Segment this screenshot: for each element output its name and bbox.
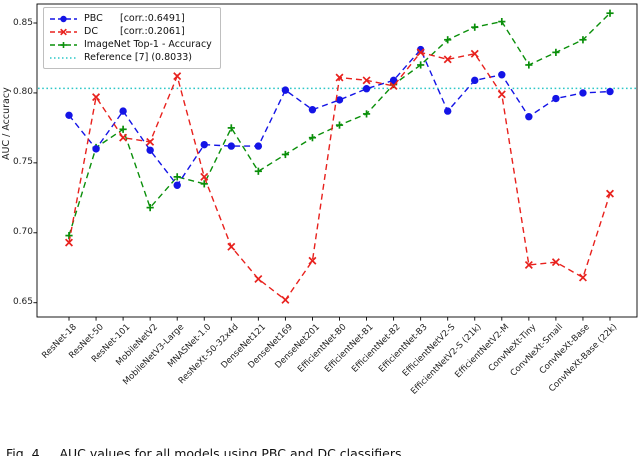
marker-circle — [389, 76, 398, 85]
marker-x — [92, 93, 101, 102]
marker-x — [200, 172, 209, 181]
y-tick-label: 0.65 — [12, 297, 33, 308]
marker-x — [605, 189, 615, 198]
marker-circle — [146, 146, 154, 154]
legend-label: PBC — [84, 13, 103, 24]
marker-x — [64, 238, 74, 247]
marker-x — [551, 258, 560, 267]
legend-row: Reference [7] (0.8033) — [50, 51, 212, 64]
marker-x — [362, 76, 371, 85]
marker-circle — [173, 181, 181, 189]
y-axis-title: AUC / Accuracy — [1, 87, 12, 160]
marker-x — [335, 73, 344, 82]
marker-circle — [444, 107, 452, 115]
marker-circle — [552, 94, 560, 103]
legend: PBC [corr.:0.6491] DC [corr.:0.2061] ImageNe… — [43, 7, 221, 69]
marker-circle — [65, 111, 73, 120]
legend-sample-plus — [50, 41, 77, 48]
marker-x — [578, 273, 587, 282]
legend-row: DC [corr.:0.2061] — [50, 25, 212, 38]
y-tick-label: 0.70 — [12, 227, 33, 238]
marker-circle — [471, 76, 479, 85]
series-line-dc — [68, 51, 611, 301]
marker-x — [227, 242, 236, 251]
marker-x — [416, 48, 425, 57]
legend-label: ImageNet Top-1 - Accuracy — [84, 39, 212, 50]
legend-detail: [corr.:0.2061] — [120, 26, 185, 37]
legend-label: DC — [84, 26, 98, 37]
marker-x — [254, 274, 263, 283]
marker-circle — [498, 71, 506, 79]
series-line-pbc — [68, 48, 611, 187]
marker-circle — [227, 142, 235, 150]
marker-circle — [335, 96, 344, 104]
marker-circle — [525, 113, 533, 121]
marker-circle — [606, 87, 614, 96]
marker-x — [281, 295, 290, 304]
chart-plot — [33, 3, 638, 321]
plot-border — [36, 3, 638, 318]
marker-x — [389, 81, 398, 90]
legend-row: ImageNet Top-1 - Accuracy — [50, 38, 212, 51]
legend-sample-reference — [50, 56, 77, 59]
marker-x — [173, 72, 182, 81]
marker-x — [524, 260, 533, 269]
marker-circle — [92, 145, 100, 153]
figure-caption: Fig. 4. AUC values for all models using … — [6, 446, 402, 456]
marker-circle — [200, 140, 208, 149]
marker-circle — [254, 142, 263, 150]
marker-x — [119, 133, 128, 142]
marker-x — [497, 90, 506, 99]
legend-sample-circle — [50, 15, 77, 22]
y-tick-label: 0.75 — [12, 157, 33, 168]
marker-x — [308, 256, 317, 265]
marker-circle — [281, 86, 290, 94]
marker-circle — [308, 106, 317, 114]
marker-circle — [362, 85, 371, 93]
marker-circle — [119, 107, 127, 115]
legend-sample-x — [50, 28, 77, 35]
marker-x — [146, 137, 155, 146]
legend-detail: [corr.:0.6491] — [120, 13, 185, 24]
marker-circle — [579, 89, 587, 97]
legend-label: Reference [7] (0.8033) — [84, 52, 192, 63]
marker-x — [470, 49, 479, 58]
y-tick-label: 0.80 — [12, 87, 33, 98]
legend-row: PBC [corr.:0.6491] — [50, 12, 212, 25]
marker-x — [443, 55, 452, 64]
y-tick-label: 0.85 — [12, 17, 33, 28]
